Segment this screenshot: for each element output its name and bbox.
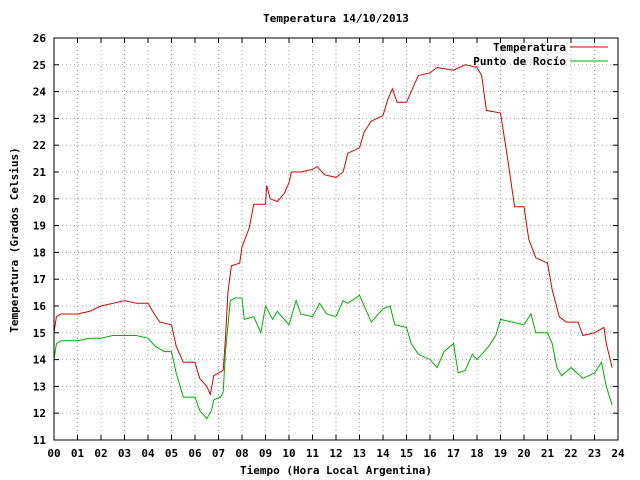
y-tick-label: 20 (33, 193, 46, 206)
x-tick-label: 15 (400, 447, 413, 460)
y-tick-label: 12 (33, 407, 46, 420)
x-tick-label: 22 (564, 447, 577, 460)
x-tick-label: 21 (541, 447, 555, 460)
x-tick-label: 12 (329, 447, 342, 460)
y-tick-label: 26 (33, 32, 47, 45)
x-tick-label: 02 (94, 447, 107, 460)
x-tick-label: 03 (118, 447, 131, 460)
y-tick-label: 18 (33, 246, 46, 259)
legend-label-punto-de-rocio: Punto de Rocío (473, 55, 566, 68)
x-tick-label: 19 (494, 447, 507, 460)
y-tick-label: 14 (33, 354, 47, 367)
x-tick-label: 08 (235, 447, 248, 460)
y-tick-label: 22 (33, 139, 46, 152)
x-tick-label: 20 (517, 447, 530, 460)
x-tick-label: 09 (259, 447, 272, 460)
x-tick-label: 18 (470, 447, 483, 460)
x-tick-label: 04 (141, 447, 155, 460)
chart-title: Temperatura 14/10/2013 (263, 12, 409, 25)
x-tick-label: 23 (588, 447, 601, 460)
y-tick-label: 23 (33, 112, 46, 125)
x-tick-labels: 00 01 02 03 04 05 06 07 08 09 10 11 12 13 14 15 16 17 18 19… (47, 447, 625, 460)
x-tick-label: 00 (47, 447, 60, 460)
x-tick-label: 01 (71, 447, 85, 460)
y-tick-label: 19 (33, 220, 46, 233)
x-tick-label: 05 (165, 447, 178, 460)
series-line-punto-de-rocio (53, 294, 613, 420)
x-axis-label: Tiempo (Hora Local Argentina) (240, 464, 432, 477)
y-tick-label: 15 (33, 327, 46, 340)
x-tick-label: 24 (611, 447, 625, 460)
legend: Temperatura Punto de Rocío (473, 41, 608, 68)
x-tick-label: 17 (447, 447, 460, 460)
x-tick-label: 11 (306, 447, 320, 460)
y-tick-labels: 11 12 13 14 15 16 17 18 19 20 21 22 23 24 25 26 (33, 32, 47, 447)
ticks (53, 37, 619, 441)
x-tick-label: 16 (423, 447, 437, 460)
series-layer (53, 64, 613, 420)
y-tick-label: 17 (33, 273, 46, 286)
x-tick-label: 14 (376, 447, 390, 460)
y-tick-label: 13 (33, 380, 46, 393)
x-tick-label: 06 (188, 447, 202, 460)
y-tick-label: 25 (33, 59, 46, 72)
y-axis-label: Temperatura (Grados Celsius) (8, 147, 21, 332)
series-line-temperatura (53, 64, 613, 397)
y-tick-label: 16 (33, 300, 47, 313)
x-tick-label: 13 (353, 447, 366, 460)
x-tick-label: 07 (212, 447, 225, 460)
y-tick-label: 24 (33, 86, 47, 99)
grid (54, 38, 618, 440)
y-tick-label: 11 (33, 434, 47, 447)
legend-label-temperatura: Temperatura (493, 41, 566, 54)
y-tick-label: 21 (33, 166, 47, 179)
x-tick-label: 10 (282, 447, 295, 460)
